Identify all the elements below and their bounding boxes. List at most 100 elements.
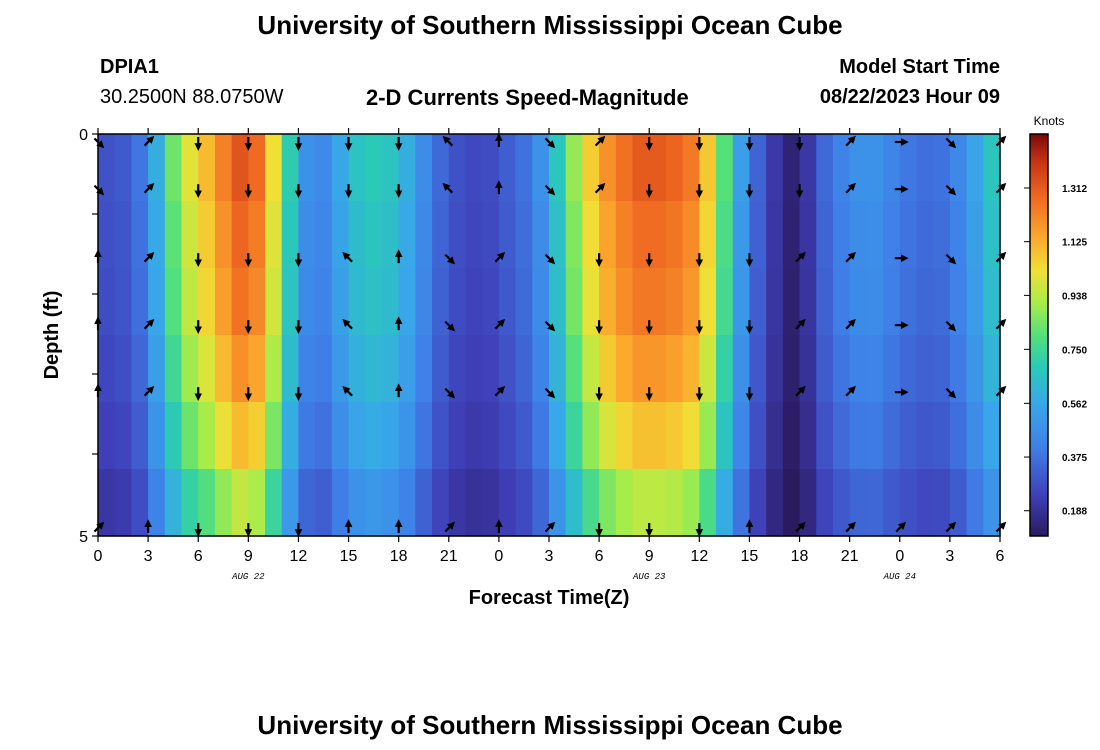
heatmap-cell	[966, 268, 984, 336]
heatmap-cell	[381, 335, 400, 403]
heatmap-cell	[248, 134, 266, 202]
heatmap-cell	[198, 402, 216, 470]
heatmap-cell	[198, 469, 216, 537]
heatmap-cell	[448, 134, 467, 202]
current-arrow	[342, 251, 353, 263]
heatmap-cell	[231, 201, 249, 269]
current-arrow	[494, 251, 506, 263]
current-arrow	[444, 521, 456, 533]
heatmap-cell	[231, 268, 249, 336]
y-axis: 05	[79, 127, 98, 546]
station-coords: 30.2500N 88.0750W	[100, 86, 284, 108]
heatmap-cell	[816, 335, 834, 403]
colorbar-tick-label: 1.125	[1062, 238, 1087, 249]
chart-subtitle: 2-D Currents Speed-Magnitude	[366, 85, 689, 110]
heatmap-cell	[365, 134, 383, 202]
heatmap-cell	[615, 469, 634, 537]
heatmap-cell	[198, 335, 216, 403]
heatmap-cell	[883, 134, 901, 202]
heatmap-cell	[315, 201, 333, 269]
station-id: DPIA1	[100, 56, 159, 78]
heatmap-cell	[766, 268, 784, 336]
heatmap-cell	[298, 268, 316, 336]
current-arrow	[845, 251, 856, 263]
current-arrows	[93, 133, 1007, 537]
colorbar-label: Knots	[1034, 114, 1065, 128]
heatmap-cell	[131, 335, 149, 403]
heatmap-cell	[949, 402, 968, 470]
current-arrow	[594, 182, 606, 194]
colorbar-tick-label: 0.375	[1062, 453, 1087, 464]
heatmap-cell	[966, 134, 984, 202]
heatmap-cell	[498, 134, 517, 202]
heatmap-cell	[849, 268, 867, 336]
heatmap-cell	[348, 335, 366, 403]
heatmap-cell	[381, 268, 400, 336]
heatmap-cell	[331, 402, 350, 470]
heatmap-cell	[465, 268, 483, 336]
heatmap-cell	[365, 335, 383, 403]
heatmap-cell	[549, 134, 567, 202]
current-arrow	[845, 385, 856, 397]
heatmap-cell	[131, 402, 149, 470]
x-tick-label: 9	[244, 548, 253, 565]
heatmap-cell	[832, 402, 851, 470]
heatmap-cell	[933, 402, 951, 470]
heatmap-cell	[599, 201, 617, 269]
heatmap-cell	[381, 201, 400, 269]
heatmap-cell	[181, 201, 199, 269]
heatmap-cell	[265, 335, 283, 403]
heatmap-cell	[766, 402, 784, 470]
heatmap-cell	[565, 268, 584, 336]
heatmap-cell	[315, 268, 333, 336]
heatmap-cell	[214, 134, 233, 202]
heatmap-cell	[415, 134, 433, 202]
x-tick-label: 21	[841, 548, 859, 565]
heatmap-cell	[732, 268, 751, 336]
heatmap-cell	[799, 268, 817, 336]
heatmap-cell	[582, 335, 600, 403]
heatmap-cell	[381, 469, 400, 537]
heatmap-cell	[782, 402, 801, 470]
heatmap-cell	[265, 201, 283, 269]
heatmap-cell	[899, 335, 918, 403]
heatmap-cell	[98, 134, 116, 202]
colorbar-tick-label: 0.750	[1062, 345, 1087, 356]
heatmap-cell	[699, 469, 717, 537]
heatmap-cell	[498, 335, 517, 403]
heatmap-cell	[498, 469, 517, 537]
heatmap-cell	[298, 134, 316, 202]
heatmap-cell	[465, 201, 483, 269]
heatmap-cell	[849, 402, 867, 470]
heatmap-cell	[582, 268, 600, 336]
heatmap-cell	[899, 268, 918, 336]
current-arrow	[143, 135, 155, 147]
heatmap-cell	[281, 402, 300, 470]
heatmap-cell	[782, 268, 801, 336]
heatmap-cell	[365, 268, 383, 336]
heatmap-cell	[465, 335, 483, 403]
heatmap-cell	[866, 469, 884, 537]
heatmap-cell	[832, 268, 851, 336]
heatmap-cell	[482, 402, 500, 470]
heatmap-cell	[966, 469, 984, 537]
current-arrow	[544, 320, 556, 332]
heatmap-cell	[782, 335, 801, 403]
x-tick-label: 9	[645, 548, 654, 565]
current-arrow	[945, 521, 957, 533]
x-tick-label: 15	[340, 548, 358, 565]
heatmap-cell	[231, 402, 249, 470]
heatmap-cell	[448, 201, 467, 269]
heatmap-cell	[148, 268, 166, 336]
heatmap-cell	[816, 201, 834, 269]
x-tick-label: 6	[996, 548, 1005, 565]
current-arrow	[895, 521, 907, 533]
heatmap-cell	[599, 268, 617, 336]
current-arrow	[544, 387, 556, 399]
date-label: AUG 24	[883, 572, 916, 582]
y-tick-label: 0	[79, 127, 88, 144]
current-arrow	[795, 385, 806, 397]
heatmap-cell	[164, 469, 183, 537]
heatmap-cell	[582, 201, 600, 269]
heatmap-cell	[866, 201, 884, 269]
